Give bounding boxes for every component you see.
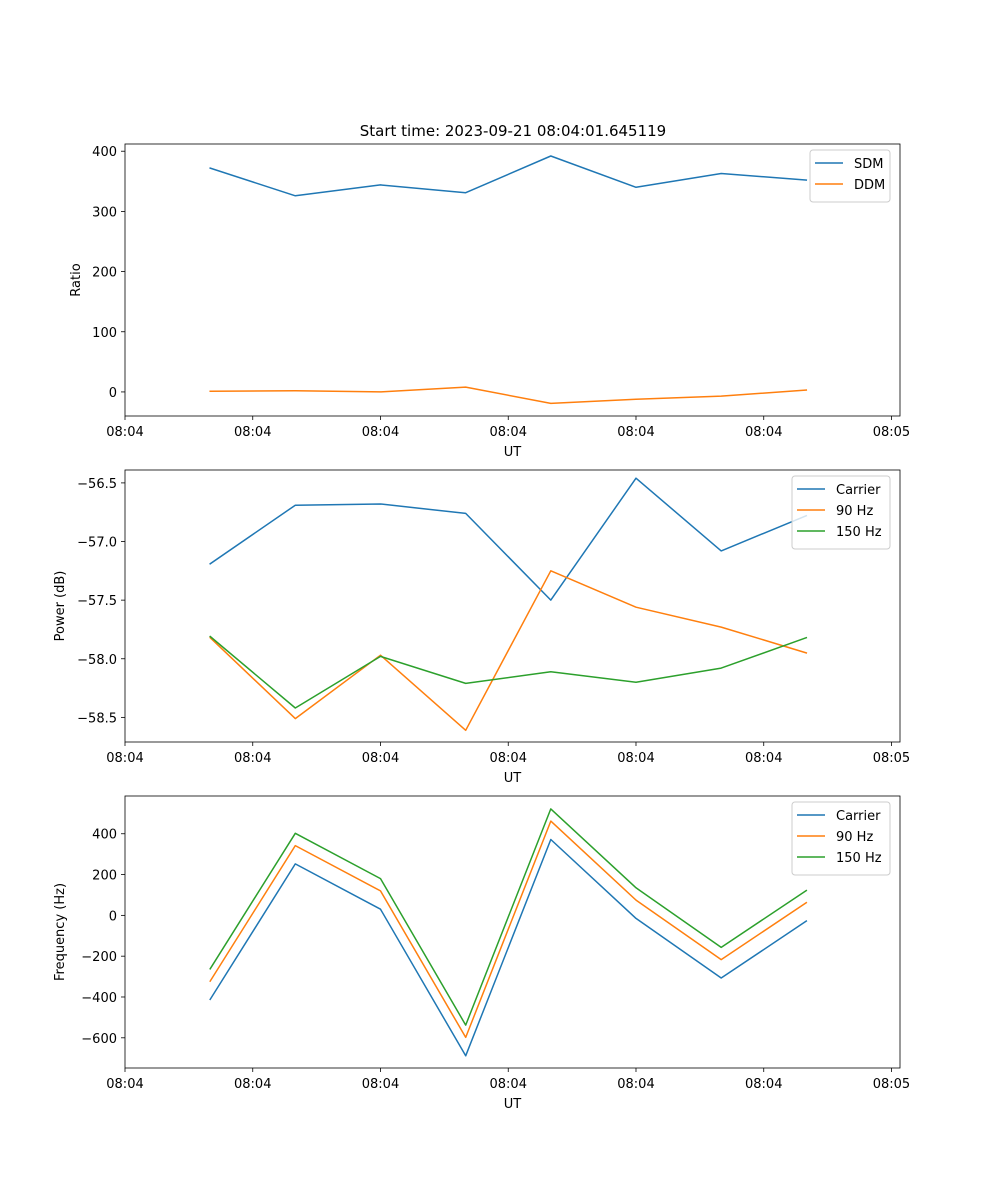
y-tick-label: 0 xyxy=(109,909,117,924)
y-tick-label: −57.5 xyxy=(77,594,117,609)
y-tick-label: −400 xyxy=(81,991,117,1006)
x-tick-label: 08:04 xyxy=(362,751,399,766)
series-line-carrier xyxy=(209,838,808,1057)
x-tick-label: 08:04 xyxy=(490,751,527,766)
series-line-carrier xyxy=(209,477,808,601)
y-tick-label: −58.0 xyxy=(77,653,117,668)
y-tick-label: 200 xyxy=(92,869,117,884)
y-tick-label: −58.5 xyxy=(77,711,117,726)
x-tick-label: 08:04 xyxy=(617,751,654,766)
series-line-150-hz xyxy=(209,635,808,709)
legend-label: 90 Hz xyxy=(836,830,873,845)
series-line-90-hz xyxy=(209,570,808,732)
y-tick-label: 0 xyxy=(109,386,117,401)
x-tick-label: 08:05 xyxy=(873,751,910,766)
x-tick-label: 08:04 xyxy=(745,425,782,440)
x-axis-label: UT xyxy=(504,445,522,460)
legend-label: 150 Hz xyxy=(836,525,882,540)
x-tick-label: 08:04 xyxy=(106,1077,143,1092)
x-tick-label: 08:04 xyxy=(362,425,399,440)
x-tick-label: 08:04 xyxy=(745,1077,782,1092)
x-tick-label: 08:04 xyxy=(490,1077,527,1092)
panel-1: 08:04 08:04 08:04 08:04 08:04 08:04 08:05 0 100 2… xyxy=(69,143,910,460)
legend: SDM DDM xyxy=(809,149,891,203)
axes-frame xyxy=(124,795,901,1069)
x-tick-label: 08:04 xyxy=(362,1077,399,1092)
legend-label: 150 Hz xyxy=(836,851,882,866)
legend-label: DDM xyxy=(854,178,885,193)
x-tick-label: 08:04 xyxy=(490,425,527,440)
panel-2: 08:04 08:04 08:04 08:04 08:04 08:04 08:05 −56.5… xyxy=(53,469,910,786)
series-line-90-hz xyxy=(209,820,808,1039)
series-line-sdm xyxy=(209,155,808,197)
legend: Carrier 90 Hz 150 Hz xyxy=(791,801,891,876)
x-tick-label: 08:04 xyxy=(234,425,271,440)
y-tick-label: −600 xyxy=(81,1032,117,1047)
x-tick-label: 08:04 xyxy=(234,1077,271,1092)
panels: 08:04 08:04 08:04 08:04 08:04 08:04 08:05 0 100 2… xyxy=(53,143,910,1112)
x-tick-label: 08:05 xyxy=(873,425,910,440)
y-tick-label: −200 xyxy=(81,950,117,965)
y-tick-label: −57.0 xyxy=(77,536,117,551)
figure-title: Start time: 2023-09-21 08:04:01.645119 xyxy=(360,122,666,140)
y-tick-label: 100 xyxy=(92,326,117,341)
x-tick-label: 08:04 xyxy=(106,751,143,766)
y-tick-label: 400 xyxy=(92,145,117,160)
x-tick-label: 08:04 xyxy=(234,751,271,766)
axes-frame xyxy=(124,143,901,417)
legend-label: Carrier xyxy=(836,483,881,498)
y-tick-label: 200 xyxy=(92,266,117,281)
panel-3: 08:04 08:04 08:04 08:04 08:04 08:04 08:05 400 20… xyxy=(53,795,910,1112)
y-tick-label: 400 xyxy=(92,828,117,843)
legend-label: Carrier xyxy=(836,809,881,824)
legend-label: SDM xyxy=(854,157,883,172)
x-axis-label: UT xyxy=(504,771,522,786)
x-tick-label: 08:04 xyxy=(745,751,782,766)
x-axis-label: UT xyxy=(504,1097,522,1112)
axes-frame xyxy=(124,469,901,743)
y-tick-label: 300 xyxy=(92,205,117,220)
legend-label: 90 Hz xyxy=(836,504,873,519)
y-axis-label: Frequency (Hz) xyxy=(53,883,68,981)
x-tick-label: 08:04 xyxy=(617,1077,654,1092)
y-axis-label: Power (dB) xyxy=(53,571,68,642)
y-tick-label: −56.5 xyxy=(77,477,117,492)
legend: Carrier 90 Hz 150 Hz xyxy=(791,475,891,550)
y-axis-label: Ratio xyxy=(69,263,84,296)
x-tick-label: 08:04 xyxy=(617,425,654,440)
series-line-ddm xyxy=(209,386,808,405)
x-tick-label: 08:04 xyxy=(106,425,143,440)
x-tick-label: 08:05 xyxy=(873,1077,910,1092)
series-line-150-hz xyxy=(209,808,808,1026)
